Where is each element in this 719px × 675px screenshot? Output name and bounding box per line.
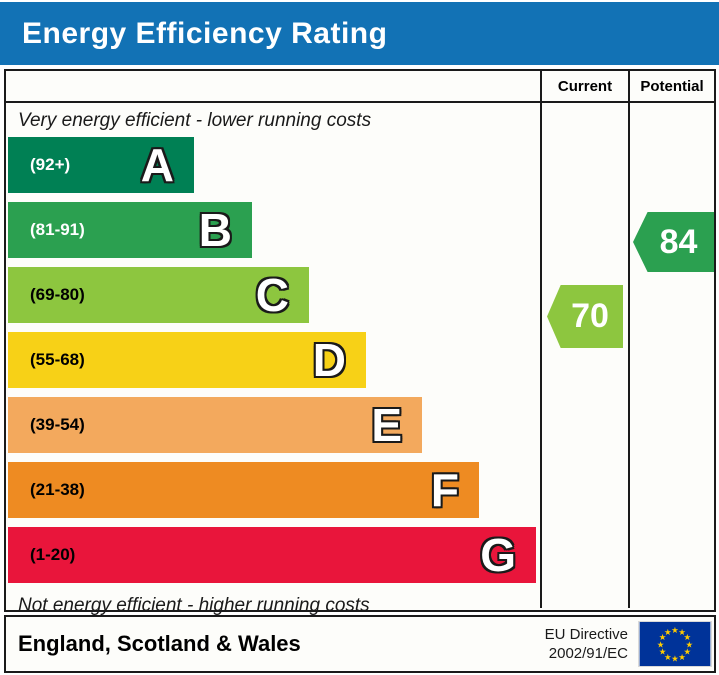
column-header-current: Current <box>540 71 628 101</box>
band-letter: C <box>255 269 289 321</box>
band-letter: A <box>140 139 174 191</box>
table-header-row: Current Potential <box>6 71 714 103</box>
eu-star-icon: ★ <box>684 647 692 657</box>
eu-star-icon: ★ <box>684 632 692 642</box>
band-range-label: (39-54) <box>30 415 85 434</box>
band-row-a: (92+) A <box>8 137 194 193</box>
eu-star-icon: ★ <box>664 652 672 662</box>
band-row-e: (39-54) E <box>8 397 422 453</box>
band-range-label: (81-91) <box>30 220 85 239</box>
band-row-b: (81-91) B <box>8 202 252 258</box>
eu-directive-label: EU Directive 2002/91/EC <box>545 625 638 663</box>
band-letter: E <box>371 399 402 451</box>
eu-star-icon: ★ <box>671 625 679 635</box>
eu-star-icon: ★ <box>671 654 679 664</box>
bottom-note: Not energy efficient - higher running co… <box>18 595 370 616</box>
band-range-label: (21-38) <box>30 480 85 499</box>
current-column <box>540 103 628 608</box>
eu-star-icon: ★ <box>685 639 693 649</box>
band-letter: B <box>198 204 232 256</box>
potential-rating-indicator: 84 <box>633 212 714 272</box>
page-title: Energy Efficiency Rating <box>22 16 388 50</box>
band-range-label: (55-68) <box>30 350 85 369</box>
current-rating-indicator: 70 <box>547 285 623 348</box>
eu-star-icon: ★ <box>659 647 667 657</box>
table-body-row: Very energy efficient - lower running co… <box>6 103 714 616</box>
eu-directive-line2: 2002/91/EC <box>548 645 628 662</box>
band-row-c: (69-80) C <box>8 267 309 323</box>
footer-bar: England, Scotland & Wales EU Directive 2… <box>4 615 716 673</box>
band-range-label: (92+) <box>30 155 71 174</box>
band-letter: D <box>312 334 346 386</box>
band-row-f: (21-38) F <box>8 462 479 518</box>
band-range-label: (69-80) <box>30 285 85 304</box>
energy-rating-table: Current Potential Very energy efficient … <box>4 69 716 616</box>
region-label: England, Scotland & Wales <box>18 631 301 656</box>
current-rating-value: 70 <box>571 297 609 335</box>
eu-directive-line1: EU Directive <box>544 626 628 643</box>
eu-star-icon: ★ <box>678 627 686 637</box>
column-header-potential: Potential <box>628 71 714 101</box>
eu-star-icon: ★ <box>657 639 665 649</box>
band-letter: F <box>430 464 459 516</box>
band-row-d: (55-68) D <box>8 332 366 388</box>
header-cell-empty <box>6 71 540 101</box>
potential-column <box>628 103 714 608</box>
bands-column: Very energy efficient - lower running co… <box>6 103 540 616</box>
band-range-label: (1-20) <box>30 545 76 564</box>
eu-flag-field <box>639 622 711 666</box>
top-note: Very energy efficient - lower running co… <box>18 110 372 131</box>
eu-flag-icon: ★ ★ ★ ★ ★ ★ ★ ★ ★ ★ ★ ★ <box>638 621 712 667</box>
eu-star-icon: ★ <box>678 652 686 662</box>
eu-star-ring: ★ ★ ★ ★ ★ ★ ★ ★ ★ ★ ★ ★ <box>657 625 694 664</box>
eu-star-icon: ★ <box>659 632 667 642</box>
band-letter: G <box>480 529 516 581</box>
band-row-g: (1-20) G <box>8 527 536 583</box>
eu-star-icon: ★ <box>664 627 672 637</box>
potential-rating-value: 84 <box>659 222 698 261</box>
title-bar: Energy Efficiency Rating <box>0 2 719 65</box>
